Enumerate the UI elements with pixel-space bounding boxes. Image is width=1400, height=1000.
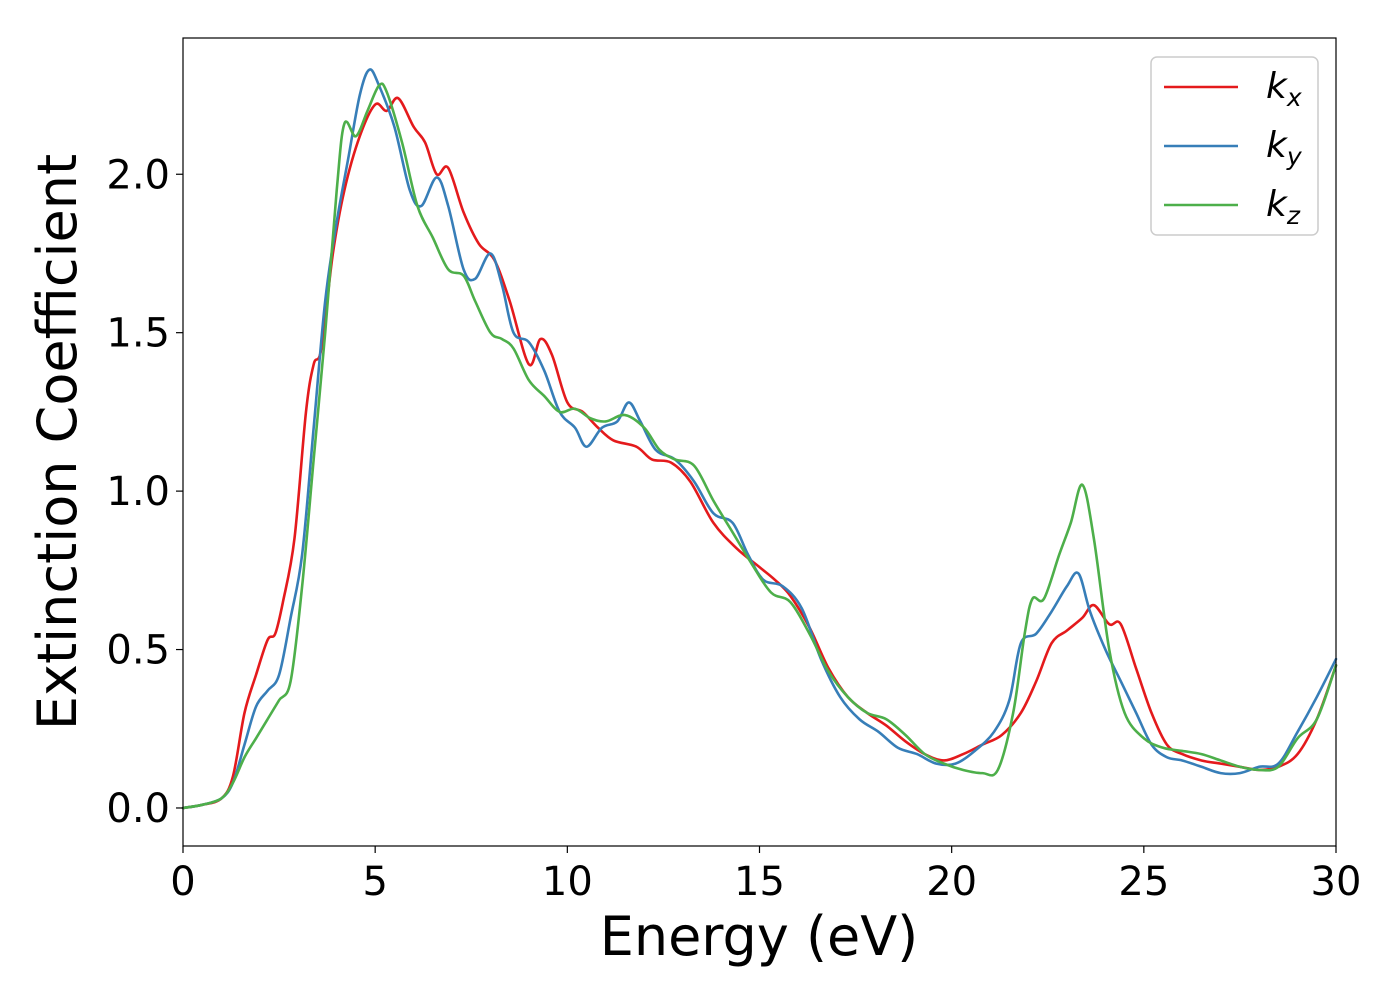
legend-label-k-y: ky: [1266, 125, 1303, 171]
y-tick-label: 2.0: [106, 152, 170, 198]
x-tick-label: 10: [542, 859, 593, 905]
x-axis: 0 5 10 15 20 25 30: [170, 846, 1361, 905]
y-axis: 0.0 0.5 1.0 1.5 2.0: [106, 152, 183, 832]
legend-label-k-z: kz: [1266, 184, 1301, 230]
x-tick-label: 30: [1311, 859, 1362, 905]
x-tick-label: 20: [926, 859, 977, 905]
legend: kx ky kz: [1150, 56, 1319, 236]
series-layer: [181, 68, 1338, 810]
x-tick-label: 5: [362, 859, 387, 905]
x-tick-label: 15: [734, 859, 785, 905]
plot-background: [183, 38, 1336, 846]
series-line-k-z: [181, 82, 1338, 810]
legend-label-k-x: kx: [1266, 66, 1302, 112]
plot-area: [181, 37, 1338, 847]
x-axis-title: Energy (eV): [600, 905, 919, 968]
y-axis-title: Extinction Coefficient: [26, 154, 89, 730]
y-tick-label: 1.5: [106, 311, 170, 357]
y-tick-label: 1.0: [106, 469, 170, 515]
x-tick-label: 0: [170, 859, 195, 905]
y-tick-label: 0.5: [106, 628, 170, 674]
x-tick-label: 25: [1118, 859, 1169, 905]
y-tick-label: 0.0: [106, 786, 170, 832]
